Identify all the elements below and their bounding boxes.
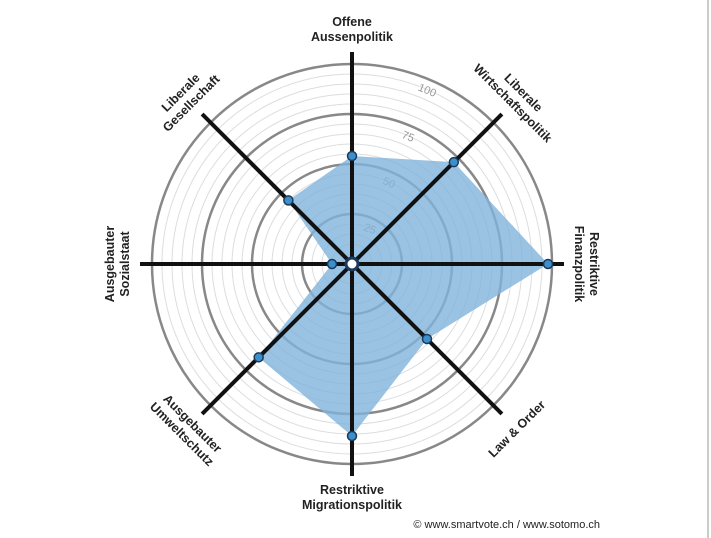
point — [448, 156, 460, 168]
point — [283, 195, 294, 206]
axis-line — [200, 262, 354, 416]
category-label-line: Restriktive — [587, 232, 601, 296]
point — [346, 430, 358, 442]
center — [344, 256, 360, 272]
category-label-line: Migrationspolitik — [302, 498, 402, 512]
category-label-line: Aussenpolitik — [311, 30, 393, 44]
category-label-line: Sozialstaat — [118, 231, 132, 297]
category-label-line: Finanzpolitik — [572, 226, 586, 302]
category-label-line: Offene — [332, 15, 372, 29]
point — [542, 258, 554, 270]
point — [253, 352, 264, 363]
source: © www.smartvote.ch / www.sotomo.ch — [413, 519, 600, 531]
category-label-line: Restriktive — [320, 483, 384, 497]
point — [326, 258, 338, 270]
category-label-line: Ausgebauter — [103, 226, 117, 303]
r-tick-label: 75 — [400, 129, 416, 145]
axis-line — [200, 112, 354, 266]
point — [346, 150, 358, 162]
category-label: Ausgebauter Sozialstaat — [103, 226, 132, 303]
area — [258, 156, 548, 436]
point — [421, 333, 433, 345]
axis-line — [350, 112, 504, 266]
